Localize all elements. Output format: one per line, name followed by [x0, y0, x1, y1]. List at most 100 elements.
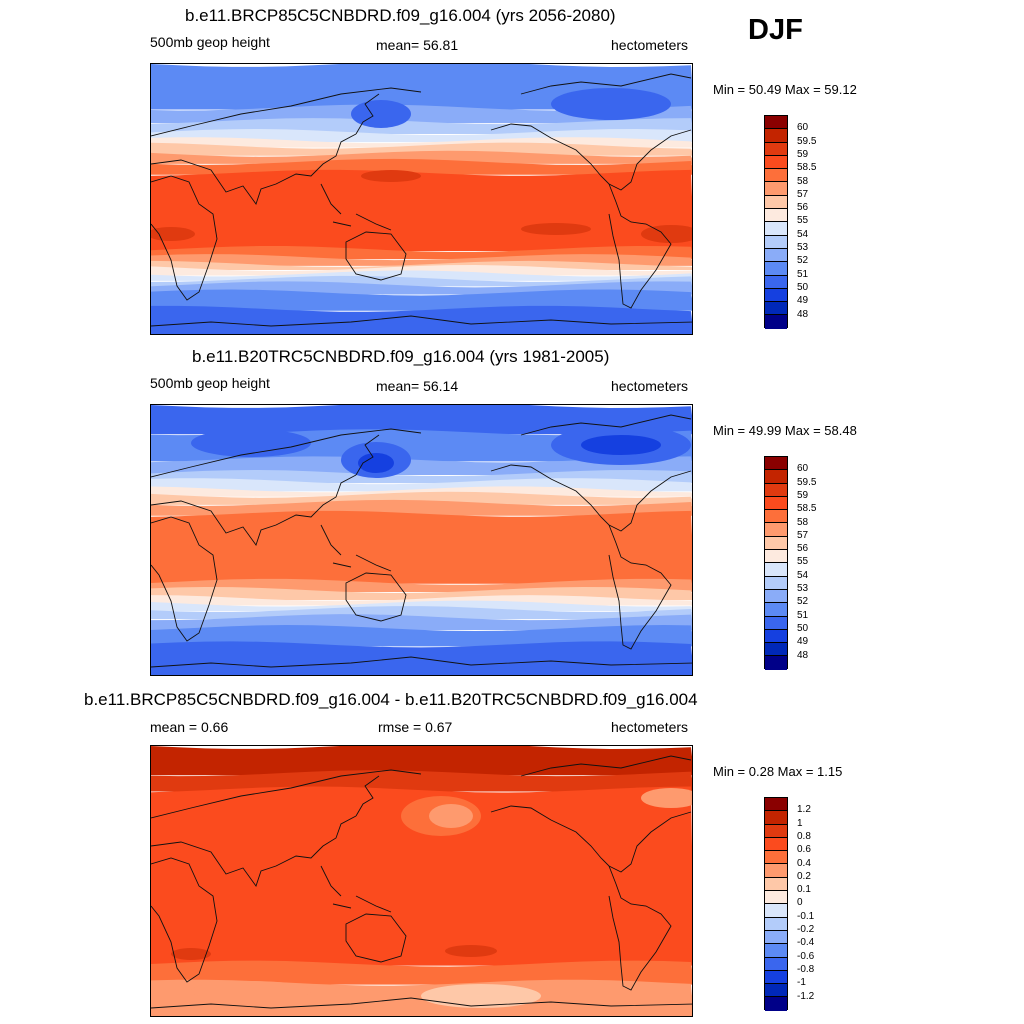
colorbar-label: 51	[797, 268, 809, 280]
panel3-units-label: hectometers	[611, 719, 689, 735]
colorbar-label: 0	[797, 897, 803, 909]
colorbar-swatch	[765, 169, 787, 183]
colorbar-label: 49	[797, 295, 809, 307]
panel3-minmax: Min = 0.28 Max = 1.15	[713, 764, 843, 779]
colorbar-swatch	[765, 904, 787, 918]
colorbar-label: -0.1	[797, 910, 815, 922]
colorbar-label: 53	[797, 242, 809, 253]
colorbar-label: 55	[797, 556, 809, 568]
colorbar-swatch	[765, 656, 787, 670]
colorbar-label: -1.2	[797, 990, 815, 1002]
colorbar-swatch	[765, 182, 787, 196]
panel2-units-label: hectometers	[611, 378, 689, 394]
colorbar-swatch	[765, 536, 787, 551]
colorbar-swatch	[765, 315, 787, 329]
panel1-variable-label: 500mb geop height	[150, 34, 270, 50]
colorbar-label: 50	[797, 281, 809, 293]
colorbar-label: -0.2	[797, 924, 815, 935]
colorbar-swatch	[765, 930, 787, 945]
panel2-variable-label: 500mb geop height	[150, 375, 270, 391]
colorbar-swatch	[765, 142, 787, 156]
colorbar-label: 60	[797, 122, 809, 134]
colorbar-label: 58.5	[797, 162, 817, 174]
colorbar-swatch	[765, 811, 787, 825]
colorbar-label: 1.2	[797, 804, 811, 816]
colorbar-swatch	[765, 984, 787, 998]
colorbar-swatch	[765, 523, 787, 537]
colorbar-label: 49	[797, 636, 809, 648]
colorbar-swatch	[765, 616, 787, 630]
panel2-map	[150, 404, 693, 676]
colorbar-swatch	[765, 576, 787, 590]
colorbar-swatch	[765, 248, 787, 263]
colorbar-swatch	[765, 209, 787, 223]
panel1-colorbar	[764, 115, 788, 329]
colorbar-swatch	[765, 957, 787, 971]
colorbar-swatch	[765, 944, 787, 958]
colorbar-label: 59.5	[797, 135, 817, 147]
colorbar-swatch	[765, 275, 787, 289]
colorbar-swatch	[765, 629, 787, 644]
panel1-field	[151, 64, 692, 334]
colorbar-label: 55	[797, 215, 809, 227]
colorbar-label: 54	[797, 569, 809, 581]
colorbar-label: 1	[797, 817, 803, 829]
colorbar-label: 57	[797, 529, 809, 541]
colorbar-label: 59	[797, 489, 809, 501]
colorbar-swatch	[765, 510, 787, 524]
colorbar-label: 58.5	[797, 503, 817, 515]
colorbar-label: 56	[797, 202, 809, 214]
panel1-minmax: Min = 50.49 Max = 59.12	[713, 82, 857, 97]
colorbar-swatch	[765, 288, 787, 303]
colorbar-label: 51	[797, 609, 809, 621]
panel3-field	[151, 746, 692, 1016]
colorbar-swatch	[765, 917, 787, 931]
colorbar-label: 57	[797, 188, 809, 200]
colorbar-label: 59	[797, 148, 809, 160]
colorbar-swatch	[765, 891, 787, 905]
colorbar-label: 0.2	[797, 870, 811, 882]
colorbar-swatch	[765, 798, 787, 812]
colorbar-swatch	[765, 550, 787, 564]
colorbar-swatch	[765, 195, 787, 210]
colorbar-swatch	[765, 496, 787, 511]
colorbar-label: 48	[797, 308, 809, 320]
panel3-map	[150, 745, 693, 1017]
colorbar-swatch	[765, 129, 787, 143]
colorbar-swatch	[765, 589, 787, 604]
colorbar-label: 52	[797, 255, 809, 267]
panel1-mean-label: mean= 56.81	[376, 37, 459, 53]
panel3-title: b.e11.BRCP85C5CNBDRD.f09_g16.004 - b.e11…	[84, 690, 698, 709]
colorbar-swatch	[765, 262, 787, 276]
colorbar-label: 56	[797, 543, 809, 555]
panel2-field	[151, 405, 692, 675]
colorbar-label: -0.6	[797, 950, 815, 962]
colorbar-swatch	[765, 457, 787, 471]
colorbar-swatch	[765, 643, 787, 657]
colorbar-swatch	[765, 222, 787, 236]
panel2-minmax: Min = 49.99 Max = 58.48	[713, 423, 857, 438]
colorbar-swatch	[765, 603, 787, 617]
colorbar-swatch	[765, 116, 787, 130]
colorbar-label: 59.5	[797, 476, 817, 488]
colorbar-label: 54	[797, 228, 809, 240]
colorbar-label: 0.8	[797, 830, 811, 842]
panel2-mean-label: mean= 56.14	[376, 378, 459, 394]
colorbar-label: 53	[797, 583, 809, 594]
colorbar-swatch	[765, 837, 787, 852]
colorbar-label: 48	[797, 649, 809, 661]
colorbar-swatch	[765, 877, 787, 892]
colorbar-swatch	[765, 235, 787, 249]
colorbar-label: -0.4	[797, 937, 815, 949]
colorbar-label: 0.1	[797, 884, 811, 896]
panel3-colorbar	[764, 797, 788, 1011]
colorbar-label: -1	[797, 977, 806, 989]
colorbar-swatch	[765, 851, 787, 865]
colorbar-label: 58	[797, 516, 809, 528]
panel1-units-label: hectometers	[611, 37, 689, 53]
colorbar-swatch	[765, 997, 787, 1011]
colorbar-label: 52	[797, 596, 809, 608]
panel1-title: b.e11.BRCP85C5CNBDRD.f09_g16.004 (yrs 20…	[185, 6, 616, 25]
panel2-title: b.e11.B20TRC5CNBDRD.f09_g16.004 (yrs 198…	[192, 347, 610, 366]
colorbar-swatch	[765, 470, 787, 484]
